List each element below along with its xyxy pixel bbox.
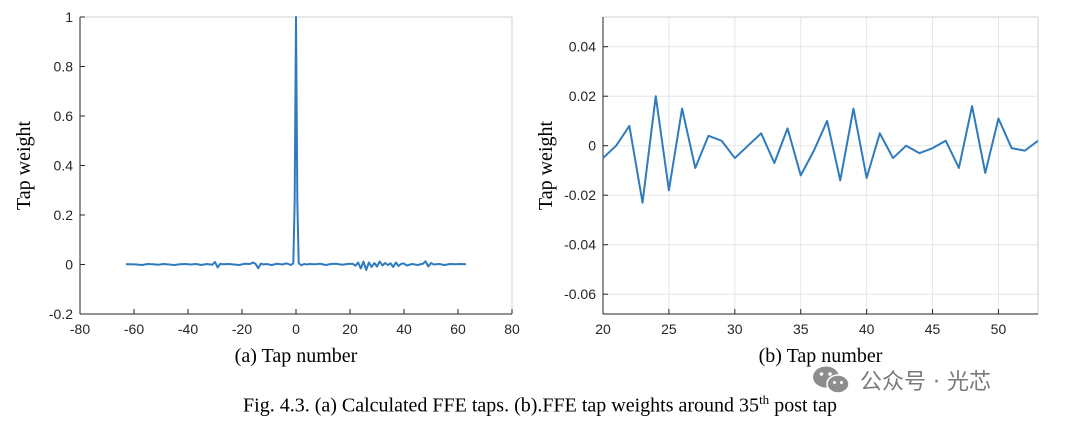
x-axis-label: (b) Tap number bbox=[759, 345, 883, 367]
y-tick-label: -0.06 bbox=[564, 286, 596, 302]
caption-tail: post tap bbox=[769, 394, 837, 417]
x-tick-label: 40 bbox=[859, 321, 875, 337]
caption-main: Fig. 4.3. (a) Calculated FFE taps. (b).F… bbox=[243, 394, 760, 417]
x-tick-label: 35 bbox=[793, 321, 809, 337]
wechat-icon bbox=[813, 366, 850, 394]
y-axis-label: Tap weight bbox=[13, 120, 35, 210]
watermark-text: 公众号 · 光芯 bbox=[860, 370, 991, 395]
y-tick-label: -0.02 bbox=[564, 187, 596, 203]
y-axis-label: Tap weight bbox=[535, 120, 557, 210]
x-tick-label: 30 bbox=[727, 321, 743, 337]
y-tick-label: 0.4 bbox=[54, 158, 74, 174]
y-tick-label: 1 bbox=[65, 9, 73, 25]
watermark: 公众号 · 光芯 bbox=[810, 362, 991, 398]
y-tick-label: 0.2 bbox=[54, 207, 74, 223]
x-tick-label: 50 bbox=[991, 321, 1007, 337]
x-tick-label: 20 bbox=[342, 321, 358, 337]
caption-superscript: th bbox=[759, 392, 770, 407]
x-tick-label: 20 bbox=[595, 321, 611, 337]
x-axis-label: (a) Tap number bbox=[235, 345, 358, 367]
figure-caption: Fig. 4.3. (a) Calculated FFE taps. (b).F… bbox=[0, 392, 1080, 418]
y-tick-label: -0.2 bbox=[49, 306, 73, 322]
x-tick-label: 0 bbox=[292, 321, 300, 337]
y-tick-label: 0 bbox=[588, 138, 596, 154]
y-tick-label: 0.8 bbox=[54, 59, 74, 75]
y-tick-label: 0.04 bbox=[569, 39, 596, 55]
x-tick-label: -80 bbox=[70, 321, 90, 337]
x-tick-label: 45 bbox=[925, 321, 941, 337]
x-tick-label: 80 bbox=[504, 321, 520, 337]
y-tick-label: 0 bbox=[65, 257, 73, 273]
x-tick-label: -60 bbox=[124, 321, 144, 337]
y-tick-label: -0.04 bbox=[564, 237, 596, 253]
x-tick-label: -40 bbox=[178, 321, 198, 337]
series-line bbox=[125, 16, 467, 271]
chart-a: -80 -60 -40 -20 0 20 40 60 80 -0.2 0 0.2 0.4 0.6 0.8 1 T… bbox=[13, 9, 520, 367]
x-tick-label: 40 bbox=[396, 321, 412, 337]
series-line bbox=[602, 95, 1039, 204]
y-tick-label: 0.6 bbox=[54, 108, 74, 124]
x-tick-label: 25 bbox=[661, 321, 677, 337]
x-tick-label: -20 bbox=[232, 321, 252, 337]
chart-b: 20 25 30 35 40 45 50 -0.06 -0.04 -0.02 0 0.02 0.04 Ta… bbox=[535, 16, 1039, 367]
x-tick-label: 60 bbox=[450, 321, 466, 337]
y-tick-label: 0.02 bbox=[569, 88, 596, 104]
